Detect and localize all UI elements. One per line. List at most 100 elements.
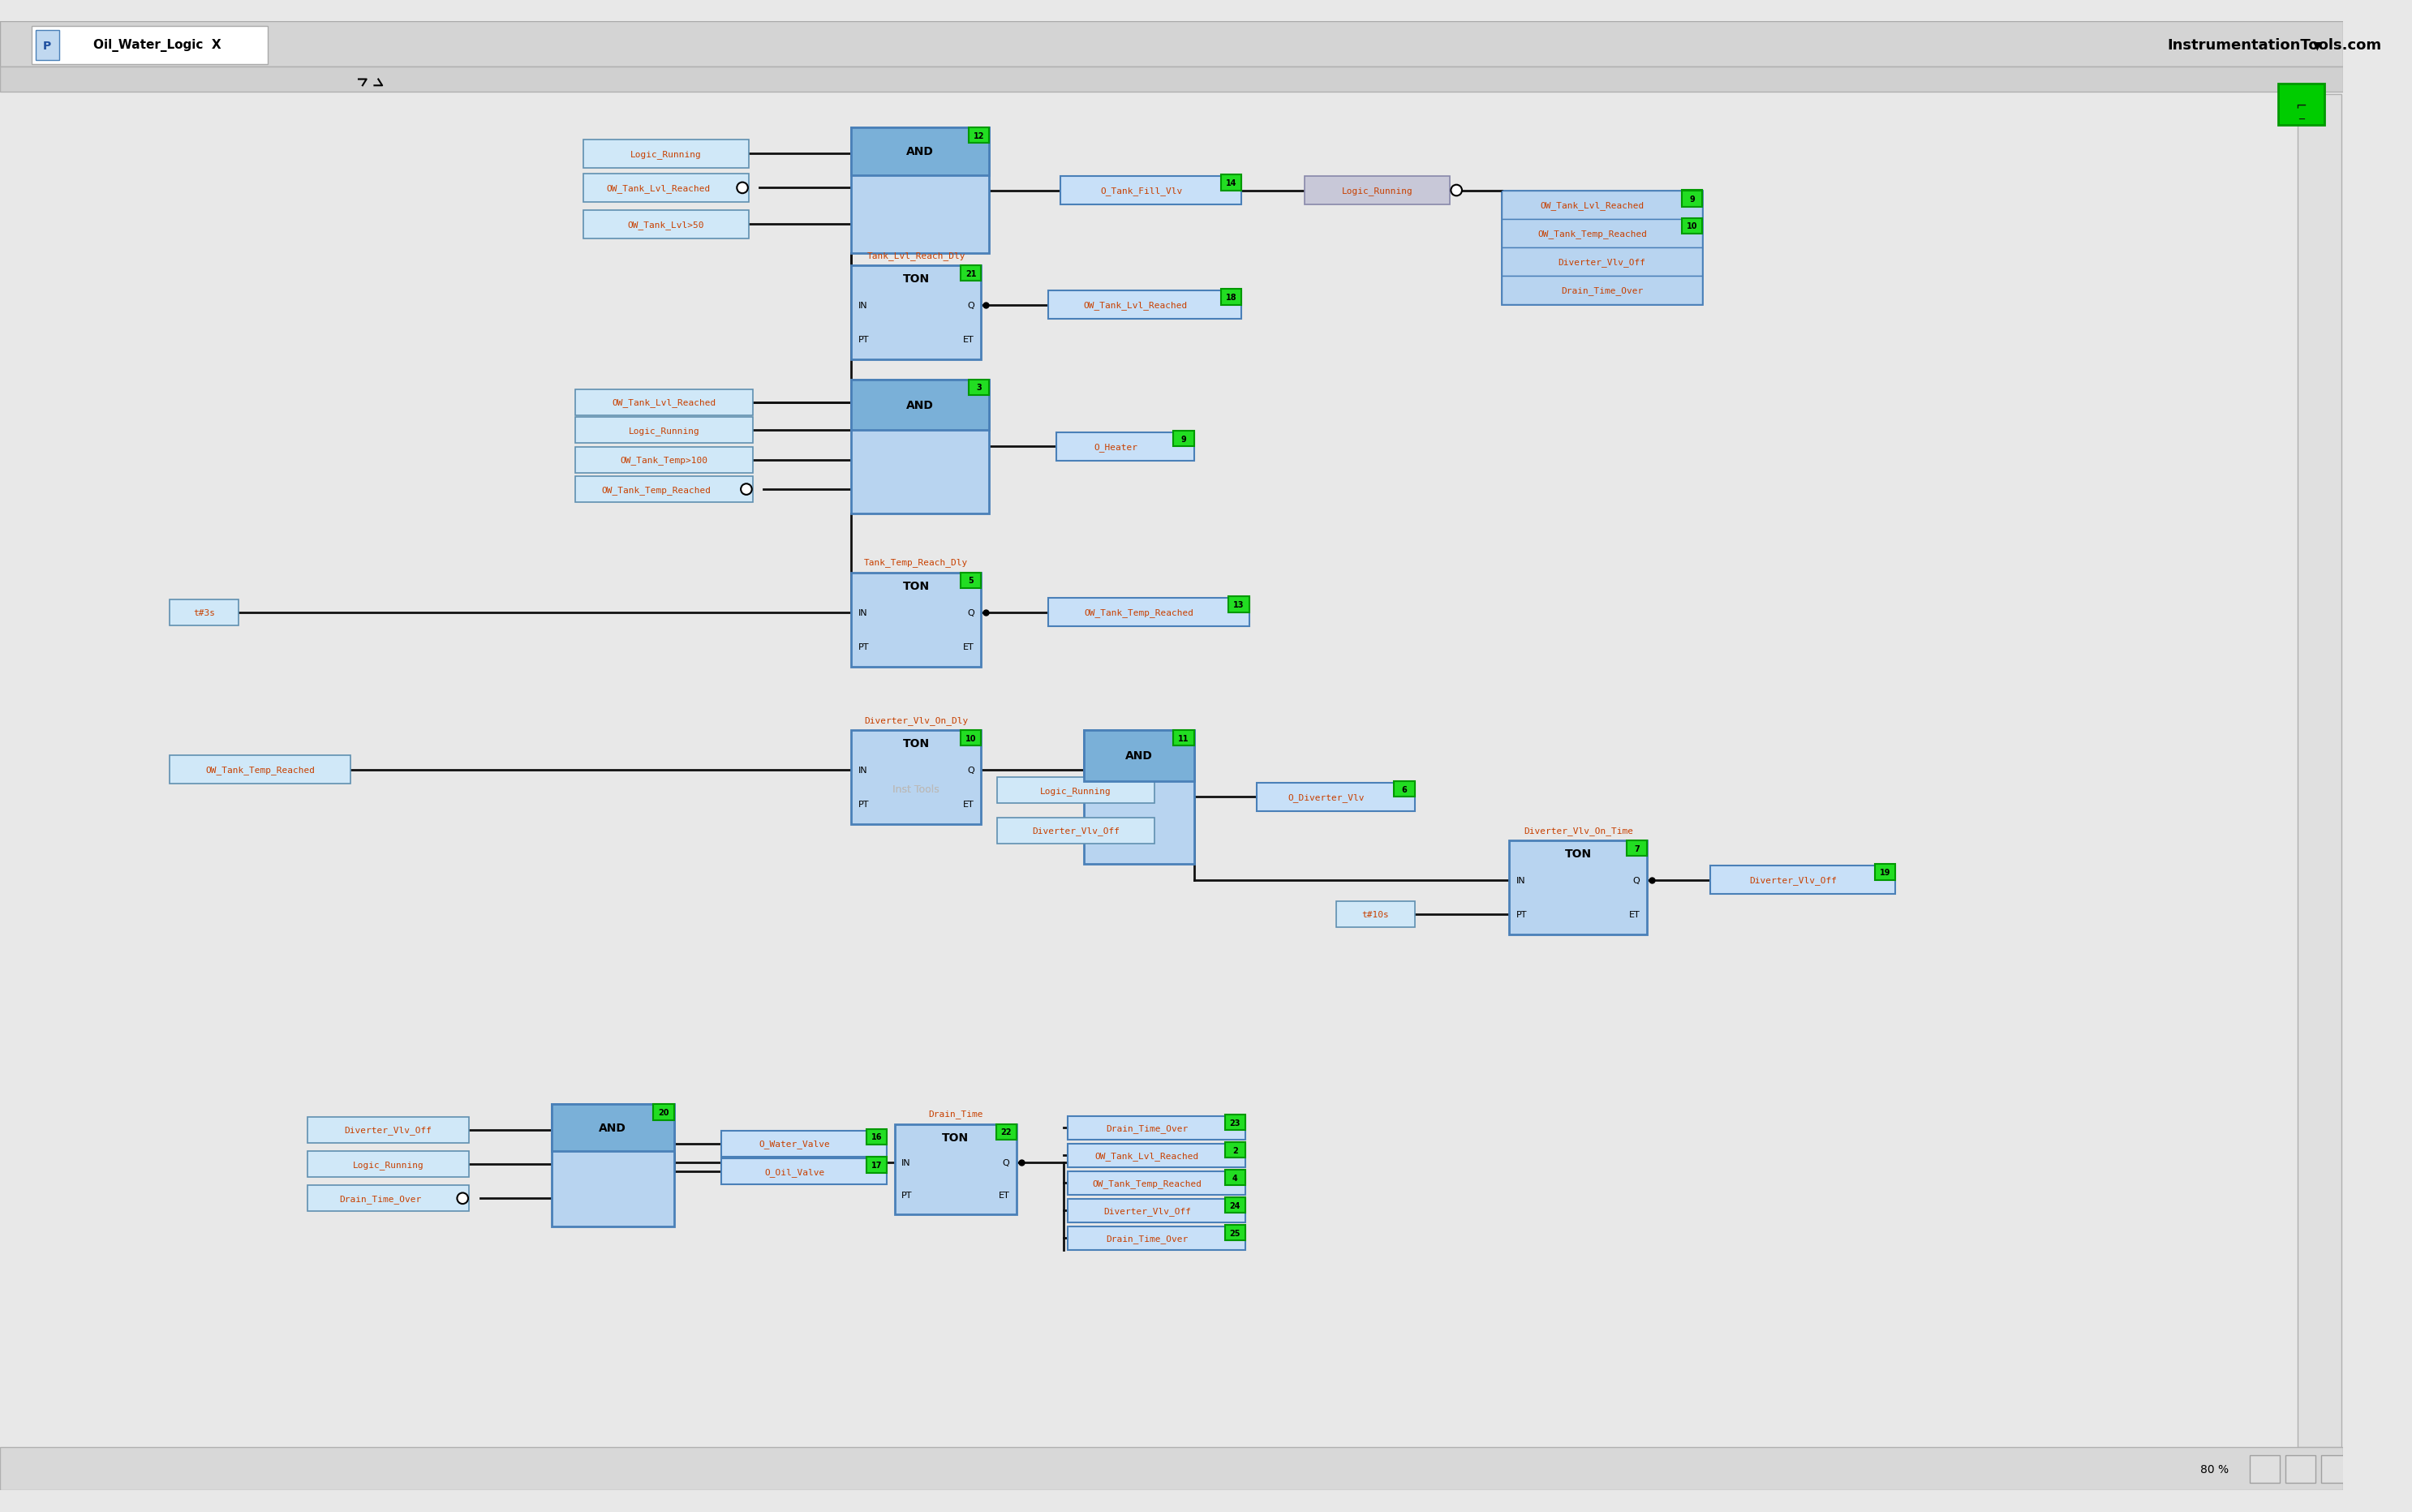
Text: IN: IN bbox=[859, 301, 868, 310]
Bar bbox=[584, 210, 748, 239]
Text: ▼: ▼ bbox=[2313, 39, 2320, 51]
Bar bbox=[1049, 292, 1242, 319]
Text: 20: 20 bbox=[658, 1108, 668, 1116]
Text: IN: IN bbox=[1517, 877, 1527, 885]
Bar bbox=[1500, 192, 1703, 221]
Text: Oil_Water_Logic  X: Oil_Water_Logic X bbox=[94, 39, 222, 51]
Bar bbox=[1069, 1172, 1245, 1194]
Text: Logic_Running: Logic_Running bbox=[1040, 786, 1112, 795]
Circle shape bbox=[1452, 186, 1462, 197]
Bar bbox=[1225, 1142, 1245, 1158]
Text: ET: ET bbox=[962, 643, 974, 650]
Bar bbox=[1069, 1145, 1245, 1167]
Text: 5: 5 bbox=[967, 576, 974, 585]
Text: OW_Tank_Lvl_Reached: OW_Tank_Lvl_Reached bbox=[1541, 201, 1645, 210]
Bar bbox=[1626, 841, 1647, 856]
Text: 14: 14 bbox=[1225, 178, 1237, 187]
Text: Drain_Time_Over: Drain_Time_Over bbox=[340, 1194, 422, 1204]
Bar bbox=[1225, 1114, 1245, 1131]
Bar bbox=[2320, 1455, 2352, 1482]
Bar bbox=[576, 417, 753, 445]
Bar bbox=[1681, 191, 1703, 206]
Text: Logic_Running: Logic_Running bbox=[352, 1160, 425, 1169]
Bar bbox=[851, 266, 982, 360]
Bar bbox=[866, 1129, 888, 1145]
Text: 21: 21 bbox=[965, 269, 977, 278]
Text: 9: 9 bbox=[1182, 435, 1187, 443]
Text: OW_Tank_Lvl_Reached: OW_Tank_Lvl_Reached bbox=[613, 398, 716, 407]
Bar bbox=[1056, 432, 1194, 461]
Text: O_Tank_Fill_Vlv: O_Tank_Fill_Vlv bbox=[1100, 186, 1182, 195]
Bar bbox=[36, 32, 60, 60]
Text: O_Oil_Valve: O_Oil_Valve bbox=[765, 1167, 825, 1176]
Text: ET: ET bbox=[999, 1191, 1011, 1199]
Text: ET: ET bbox=[962, 800, 974, 809]
Bar bbox=[1083, 730, 1194, 782]
Text: 19: 19 bbox=[1879, 868, 1891, 877]
Bar bbox=[1225, 1170, 1245, 1185]
Text: _: _ bbox=[2299, 109, 2303, 121]
Text: 11: 11 bbox=[1179, 735, 1189, 742]
Circle shape bbox=[738, 183, 748, 194]
Text: Logic_Running: Logic_Running bbox=[630, 150, 702, 159]
Text: Inst Tools: Inst Tools bbox=[892, 783, 941, 794]
Bar bbox=[552, 1104, 673, 1151]
Bar bbox=[1220, 175, 1242, 191]
Bar bbox=[1175, 730, 1194, 745]
Text: TON: TON bbox=[902, 274, 929, 284]
Text: Inst Tools: Inst Tools bbox=[892, 783, 941, 794]
Bar bbox=[1500, 221, 1703, 248]
Text: TON: TON bbox=[902, 738, 929, 750]
Text: Tank_Temp_Reach_Dly: Tank_Temp_Reach_Dly bbox=[863, 558, 967, 567]
Text: PT: PT bbox=[902, 1191, 912, 1199]
Bar bbox=[0, 1447, 2342, 1491]
Text: Diverter_Vlv_On_Dly: Diverter_Vlv_On_Dly bbox=[863, 715, 967, 724]
Text: 22: 22 bbox=[1001, 1128, 1013, 1136]
Bar bbox=[721, 1131, 888, 1157]
Bar bbox=[970, 129, 989, 144]
Bar bbox=[1500, 248, 1703, 277]
Text: IN: IN bbox=[902, 1158, 912, 1166]
Bar bbox=[2296, 95, 2342, 1447]
Bar bbox=[2279, 85, 2325, 125]
Text: P: P bbox=[43, 41, 51, 51]
Bar bbox=[1257, 783, 1416, 812]
Bar bbox=[2287, 1455, 2316, 1482]
Bar bbox=[1681, 219, 1703, 234]
Text: 6: 6 bbox=[1401, 785, 1406, 794]
Text: t#3s: t#3s bbox=[193, 608, 215, 617]
Text: Q: Q bbox=[967, 301, 974, 310]
Bar bbox=[895, 1125, 1018, 1214]
Text: Diverter_Vlv_On_Time: Diverter_Vlv_On_Time bbox=[1524, 826, 1633, 835]
Bar bbox=[306, 1151, 468, 1178]
Text: 18: 18 bbox=[1225, 293, 1237, 301]
Bar bbox=[31, 27, 268, 65]
Bar bbox=[576, 476, 753, 502]
Text: O_Water_Valve: O_Water_Valve bbox=[760, 1139, 830, 1148]
Text: OW_Tank_Temp_Reached: OW_Tank_Temp_Reached bbox=[601, 485, 712, 494]
Text: 13: 13 bbox=[1233, 600, 1245, 609]
Bar bbox=[2250, 1455, 2279, 1482]
Text: InstrumentationTools.com: InstrumentationTools.com bbox=[2168, 38, 2381, 53]
Bar bbox=[960, 266, 982, 281]
Text: TON: TON bbox=[1565, 848, 1592, 860]
Bar bbox=[851, 129, 989, 175]
Bar bbox=[306, 1117, 468, 1143]
Text: Logic_Running: Logic_Running bbox=[630, 426, 699, 435]
Bar bbox=[1500, 192, 1703, 305]
Text: 9: 9 bbox=[1688, 195, 1696, 204]
Bar bbox=[1336, 901, 1416, 927]
Text: ET: ET bbox=[962, 336, 974, 343]
Text: 25: 25 bbox=[1230, 1229, 1240, 1237]
Text: TON: TON bbox=[943, 1132, 970, 1143]
Text: OW_Tank_Temp_Reached: OW_Tank_Temp_Reached bbox=[1085, 608, 1194, 617]
Bar bbox=[1059, 177, 1242, 206]
Bar bbox=[996, 777, 1155, 804]
Text: 4: 4 bbox=[1233, 1173, 1237, 1182]
Bar bbox=[169, 600, 239, 626]
Bar bbox=[1049, 599, 1249, 627]
Text: ⌐: ⌐ bbox=[2296, 98, 2306, 113]
Bar bbox=[306, 1185, 468, 1211]
Bar bbox=[1710, 866, 1896, 895]
Text: 1: 1 bbox=[1688, 194, 1696, 203]
